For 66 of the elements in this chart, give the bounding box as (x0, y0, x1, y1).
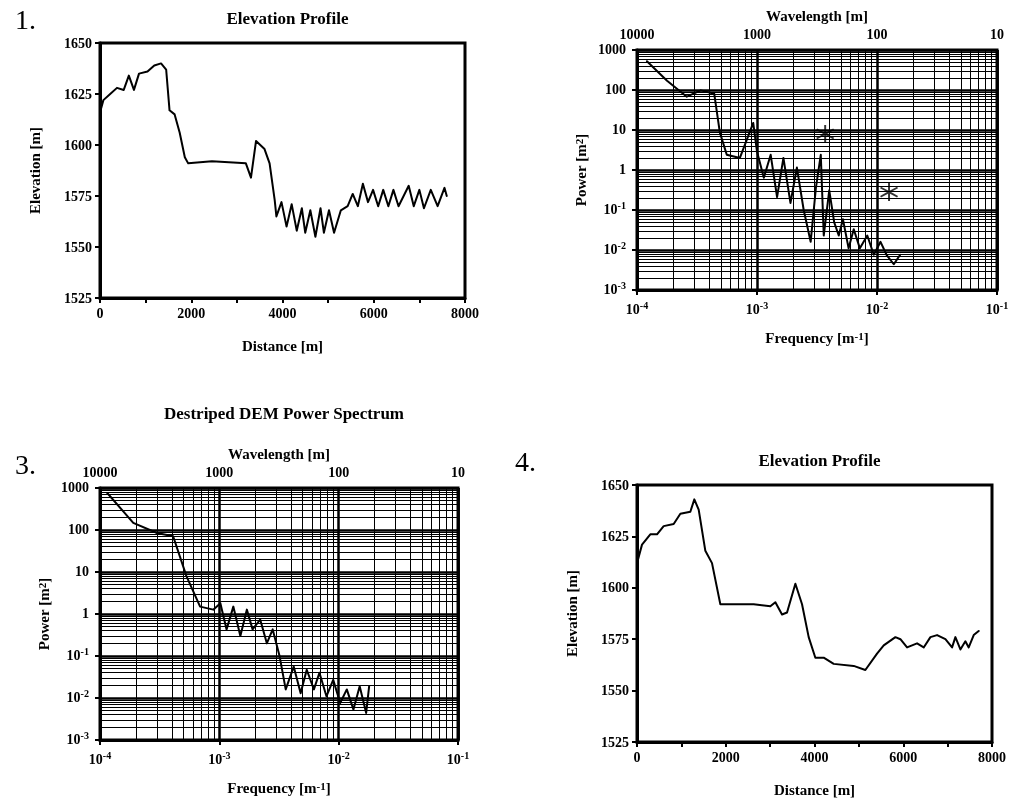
text: 10000 (82, 465, 118, 480)
x-tick-label: 10$^{-1}$ (446, 750, 470, 767)
x-tick-label: 4000 (800, 749, 829, 765)
text: 10 (451, 465, 465, 480)
text: 100 (866, 27, 888, 42)
y-axis-title: Power [m2] (572, 133, 589, 207)
y-tick-label: 10 (612, 122, 626, 137)
y-tick-label: 10$^{-2}$ (66, 688, 89, 705)
y-tick-label: 1625 (64, 86, 92, 102)
y-tick-label: 1575 (601, 631, 629, 647)
y-tick-label: 1525 (64, 290, 92, 306)
x-tick-label: 10$^{-2}$ (327, 750, 350, 767)
y-axis-title: Elevation [m] (26, 126, 43, 215)
y-tick-label: 10$^{-3}$ (66, 730, 89, 747)
text: 10 (990, 27, 1004, 42)
x-tick-label: 0 (633, 749, 641, 765)
x-tick-label: 8000 (978, 749, 1006, 765)
text: 4. (515, 445, 536, 477)
x-tick-label: 10$^{-2}$ (865, 300, 889, 317)
x-tick-label: 2000 (711, 749, 740, 765)
x-tick-label: 10$^{-4}$ (625, 300, 649, 317)
x-tick-label: 2000 (177, 305, 206, 321)
x-tick-label: 6000 (359, 305, 388, 321)
y-tick-label: 100 (605, 82, 626, 97)
x2-axis-title: Wavelength [m] (765, 7, 869, 24)
y-axis-title: Power [m2] (35, 577, 52, 651)
chart-title: Destriped DEM Power Spectrum (163, 404, 405, 423)
text: 3. (15, 448, 36, 480)
x-tick-label: 6000 (889, 749, 918, 765)
y-tick-label: 10 (75, 564, 89, 579)
y-axis-title: Elevation [m] (563, 569, 580, 658)
y-tick-label: 10$^{-3}$ (603, 280, 626, 297)
y-tick-label: 1650 (64, 35, 92, 51)
y-tick-label: 1000 (61, 480, 89, 495)
y-tick-label: 100 (68, 522, 89, 537)
y-tick-label: 1575 (64, 188, 92, 204)
x2-axis-title: Wavelength [m] (227, 445, 331, 462)
y-tick-label: 1550 (601, 683, 629, 699)
chart-title: Elevation Profile (758, 451, 881, 470)
y-tick-label: 1525 (601, 734, 629, 750)
x-axis-title: Distance [m] (241, 337, 324, 354)
text: 100 (328, 465, 350, 480)
y-tick-label: 1 (619, 162, 626, 177)
text: 1000 (743, 27, 771, 42)
y-tick-label: 10$^{-1}$ (603, 200, 626, 217)
text: 10000 (619, 27, 655, 42)
y-tick-label: 1650 (601, 477, 629, 493)
y-tick-label: 1 (82, 606, 89, 621)
chart-title: Elevation Profile (226, 9, 349, 28)
y-tick-label: 1000 (598, 42, 626, 57)
x-axis-title: Distance [m] (773, 781, 856, 798)
x-tick-label: 10$^{-1}$ (985, 300, 1009, 317)
y-tick-label: 10$^{-2}$ (603, 240, 626, 257)
y-tick-label: 1600 (64, 137, 92, 153)
x-tick-label: 0 (96, 305, 104, 321)
y-tick-label: 1600 (601, 580, 629, 596)
y-tick-label: 10$^{-1}$ (66, 646, 89, 663)
x-tick-label: 10$^{-3}$ (208, 750, 231, 767)
y-tick-label: 1550 (64, 239, 92, 255)
x-tick-label: 4000 (268, 305, 297, 321)
x-tick-label: 8000 (451, 305, 479, 321)
x-tick-label: 10$^{-3}$ (745, 300, 769, 317)
text: 1. (15, 3, 36, 35)
x-tick-label: 10$^{-4}$ (88, 750, 112, 767)
y-tick-label: 1625 (601, 528, 629, 544)
text: 1000 (205, 465, 234, 480)
